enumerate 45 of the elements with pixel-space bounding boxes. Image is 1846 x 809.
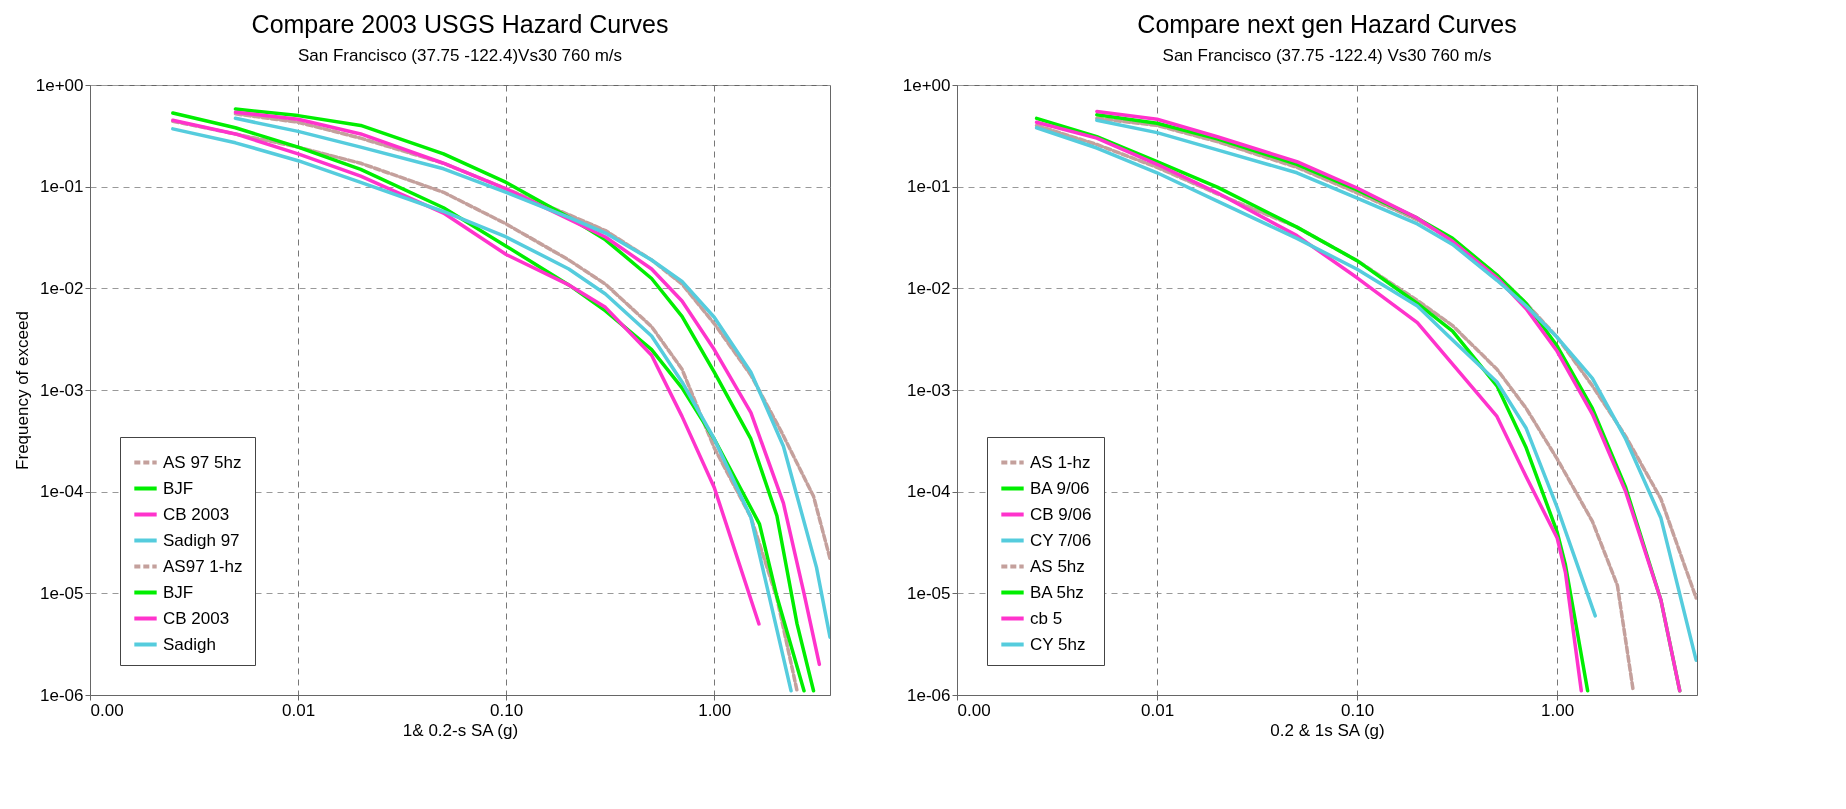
x-tick-label: 1.00 <box>698 700 732 720</box>
x-tick-label: 0.01 <box>282 700 316 720</box>
x-axis-title: 0.2 & 1s SA (g) <box>1270 720 1385 740</box>
y-tick-label: 1e-06 <box>40 685 84 705</box>
x-tick-label: 0.10 <box>490 700 524 720</box>
chart-subtitle: San Francisco (37.75 -122.4) Vs30 760 m/s <box>1162 46 1492 65</box>
y-tick-label: 1e-04 <box>40 482 84 502</box>
y-tick-label: 1e-04 <box>907 482 951 502</box>
legend-label: Sadigh 97 <box>163 530 240 550</box>
legend-label: CB 2003 <box>163 504 230 524</box>
y-tick-label: 1e-03 <box>40 380 84 400</box>
x-tick-label: 0.00 <box>957 700 991 720</box>
legend-label: CB 2003 <box>163 608 230 628</box>
y-tick-label: 1e-05 <box>907 583 951 603</box>
legend-label: CY 5hz <box>1030 634 1086 654</box>
legend-label: BA 5hz <box>1030 582 1084 602</box>
y-tick-label: 1e+00 <box>35 75 84 95</box>
legend-label: BJF <box>163 478 194 498</box>
legend-label: BJF <box>163 582 194 602</box>
x-tick-label: 0.01 <box>1141 700 1175 720</box>
legend-label: cb 5 <box>1030 608 1063 628</box>
y-tick-label: 1e+00 <box>902 75 951 95</box>
y-tick-label: 1e-05 <box>40 583 84 603</box>
legend-label: Sadigh <box>163 634 216 654</box>
legend-label: CY 7/06 <box>1030 530 1092 550</box>
legend-label: AS 97 5hz <box>163 452 242 472</box>
x-tick-label: 1.00 <box>1541 700 1575 720</box>
legend-label: AS 5hz <box>1030 556 1085 576</box>
x-axis-title: 1& 0.2-s SA (g) <box>402 720 519 740</box>
legend-label: BA 9/06 <box>1030 478 1090 498</box>
y-tick-label: 1e-02 <box>907 278 951 298</box>
chart-title: Compare 2003 USGS Hazard Curves <box>251 10 669 38</box>
y-tick-label: 1e-06 <box>907 685 951 705</box>
x-tick-label: 0.10 <box>1341 700 1375 720</box>
y-tick-label: 1e-01 <box>40 177 84 197</box>
legend-label: AS97 1-hz <box>163 556 243 576</box>
y-tick-label: 1e-02 <box>40 278 84 298</box>
legend-label: CB 9/06 <box>1030 504 1092 524</box>
y-tick-label: 1e-01 <box>907 177 951 197</box>
x-tick-label: 0.00 <box>90 700 124 720</box>
y-axis-title: Frequency of exceed <box>12 311 32 470</box>
y-tick-label: 1e-03 <box>907 380 951 400</box>
chart-title: Compare next gen Hazard Curves <box>1137 10 1517 38</box>
legend-label: AS 1-hz <box>1030 452 1091 472</box>
chart-subtitle: San Francisco (37.75 -122.4)Vs30 760 m/s <box>297 46 623 65</box>
